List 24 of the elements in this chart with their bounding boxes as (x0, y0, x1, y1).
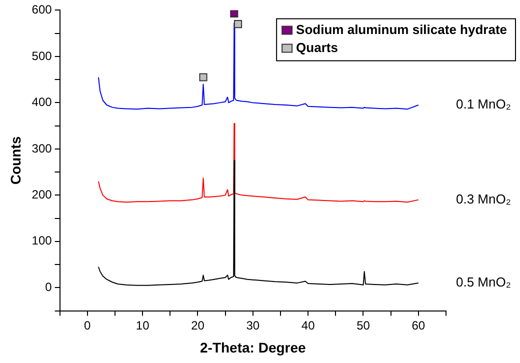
point (230, 10, 238, 18)
y-tick-label: 300 (32, 141, 52, 156)
y-tick-label: 600 (32, 2, 52, 17)
point (199, 73, 208, 82)
x-tick-label: 20 (191, 318, 205, 332)
y-tick-label: 400 (32, 95, 52, 110)
y-tick-label: 500 (32, 48, 52, 63)
text: 0.3 MnO₂ (456, 191, 511, 206)
legend-label: Quarts (296, 40, 338, 55)
y-tick-label: 200 (32, 187, 52, 202)
x-tick-label: 10 (136, 318, 150, 332)
y-tick-label: 100 (32, 234, 52, 248)
text: 0.5 MnO₂ (456, 274, 511, 290)
x-tick-label: 0 (84, 318, 92, 332)
x-axis-title: 2-Theta: Degree (200, 339, 306, 356)
x-tick-label: 60 (412, 318, 426, 332)
text: 0.1 MnO₂ (456, 96, 511, 112)
point (234, 20, 242, 28)
y-axis-title: Counts (7, 136, 24, 185)
x-tick-label: 30 (246, 318, 260, 332)
x-tick-label: 50 (356, 318, 370, 332)
legend-label: Sodium aluminum silicate hydrate (296, 22, 508, 37)
y-tick-label: 0 (45, 280, 52, 294)
x-tick-label: 40 (301, 318, 316, 332)
